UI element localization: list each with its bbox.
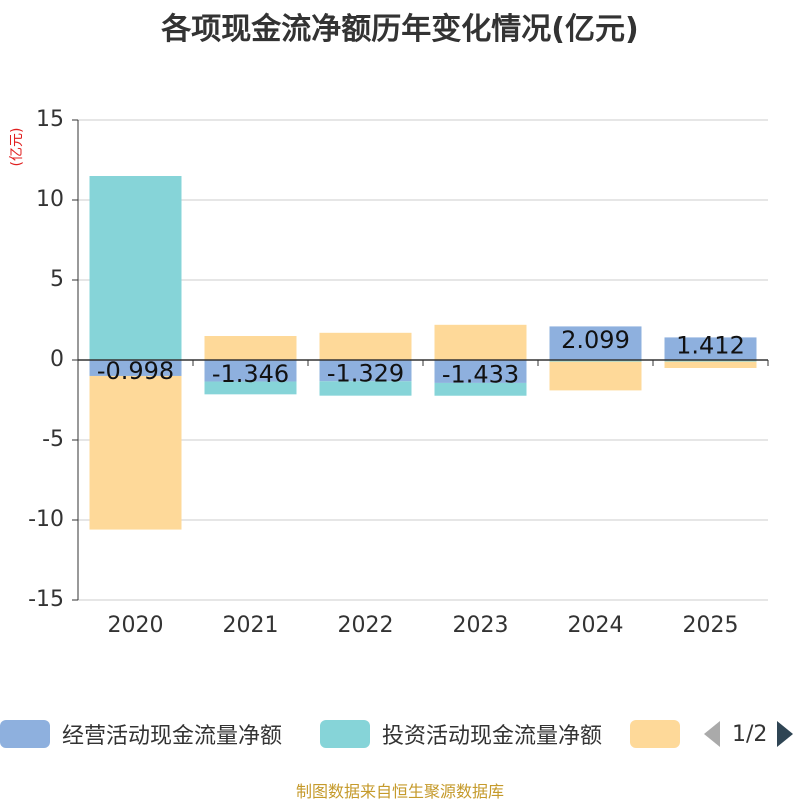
bar-investing xyxy=(89,176,182,360)
y-tick-label: -10 xyxy=(28,507,64,532)
bar-operating xyxy=(204,360,297,382)
bar-operating xyxy=(89,360,182,376)
y-axis-unit-label: (亿元) xyxy=(9,128,25,167)
legend-label-investing: 投资活动现金流量净额 xyxy=(382,724,603,749)
x-tick-label: 2021 xyxy=(223,613,279,638)
y-tick-label: 10 xyxy=(36,187,64,212)
bar-investing xyxy=(204,381,297,395)
chart-title: 各项现金流净额历年变化情况(亿元) xyxy=(161,12,639,47)
bar-value-label: -1.433 xyxy=(442,360,519,388)
y-tick-label: -5 xyxy=(42,427,64,452)
bar-operating xyxy=(434,360,527,383)
next-page-icon[interactable] xyxy=(777,721,794,747)
bar-financing xyxy=(664,361,757,368)
y-tick-label: 15 xyxy=(36,107,64,132)
bar-operating xyxy=(664,337,757,360)
bar-investing xyxy=(434,382,527,396)
y-tick-label: 5 xyxy=(50,267,64,292)
bar-investing xyxy=(664,360,757,362)
bar-value-label: 2.099 xyxy=(561,326,630,354)
legend-swatch-operating xyxy=(0,720,50,748)
legend-page-indicator: 1/2 xyxy=(732,721,768,747)
y-axis-unit-text: (亿元) xyxy=(9,128,25,167)
bar-operating xyxy=(549,326,642,360)
legend-pager: 1/2 xyxy=(700,716,800,752)
legend-swatch-financing xyxy=(630,720,680,748)
legend[interactable]: 经营活动现金流量净额 投资活动现金流量净额 xyxy=(0,716,800,756)
bar-value-label: -1.346 xyxy=(212,360,289,388)
bar-financing xyxy=(319,332,412,360)
prev-page-icon[interactable] xyxy=(704,721,720,747)
bar-value-label: -1.329 xyxy=(327,360,404,388)
bar-value-label: 1.412 xyxy=(676,332,745,360)
x-tick-label: 2020 xyxy=(108,613,164,638)
data-source-note: 制图数据来自恒生聚源数据库 xyxy=(295,782,504,801)
legend-item-operating[interactable]: 经营活动现金流量净额 xyxy=(0,716,282,752)
bar-investing xyxy=(549,360,642,362)
bar-financing xyxy=(204,336,297,360)
y-tick-label: -15 xyxy=(28,587,64,612)
x-tick-label: 2025 xyxy=(683,613,739,638)
bar-financing xyxy=(89,375,182,530)
legend-item-investing[interactable]: 投资活动现金流量净额 xyxy=(320,716,602,752)
y-tick-label: 0 xyxy=(50,347,64,372)
bar-investing xyxy=(319,381,412,396)
legend-label-operating: 经营活动现金流量净额 xyxy=(62,724,283,749)
x-tick-label: 2022 xyxy=(338,613,394,638)
bar-financing xyxy=(549,361,642,391)
x-tick-label: 2023 xyxy=(453,613,509,638)
bar-financing xyxy=(434,324,527,360)
bar-chart: 15 10 5 0 -5 -10 -15 -0.998 -1.346 -1.329 -1.433 2.… xyxy=(28,107,769,638)
legend-item-financing[interactable] xyxy=(630,716,680,752)
bar-value-label: -0.998 xyxy=(97,357,174,385)
legend-swatch-investing xyxy=(320,720,370,748)
x-tick-label: 2024 xyxy=(568,613,624,638)
bar-operating xyxy=(319,360,412,382)
